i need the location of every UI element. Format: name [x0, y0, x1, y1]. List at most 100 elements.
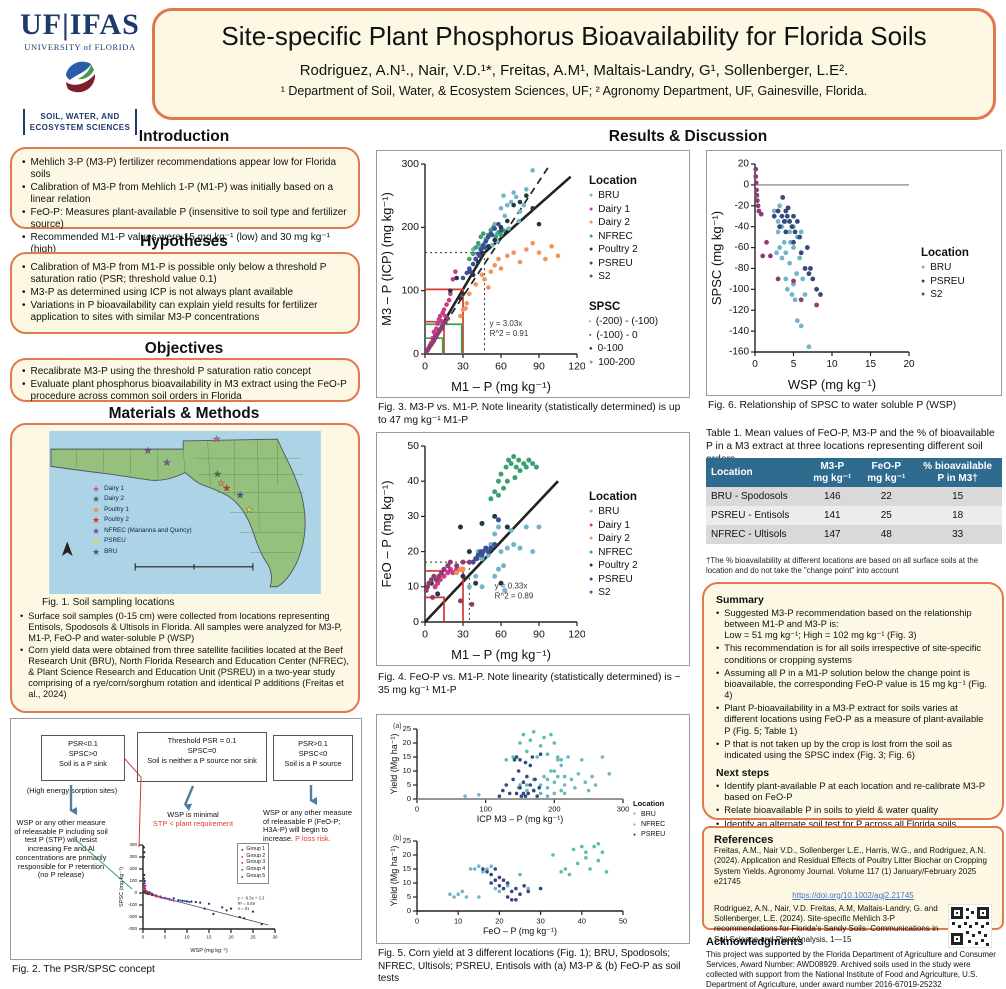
bullet-item: • Mehlich 3-P (M3-P) fertilizer recommend… [22, 157, 336, 180]
bullet-item: • Plant P-bioavailability in a M3-P extra… [716, 703, 984, 736]
svg-text:15: 15 [403, 752, 411, 761]
fig2-mid-text: WSP is minimal STP < plant requirement [147, 810, 239, 828]
fig3-panel: 0 30 60 90 120 0 100 200 300 y = 3.03x R^2 = 0.91 M… [376, 150, 690, 398]
legend-entry: ● (-200) - (-100) [589, 316, 659, 327]
svg-text:25: 25 [250, 935, 256, 940]
legend-title: Location [589, 491, 637, 503]
table-cell: 15 [913, 487, 1002, 506]
legend-entry: ● Dairy 1 [589, 519, 630, 531]
svg-text:0: 0 [743, 180, 749, 191]
table-cell: 147 [805, 525, 860, 544]
table-cell: 22 [859, 487, 914, 506]
svg-text:15: 15 [206, 935, 212, 940]
svg-text:20: 20 [407, 545, 419, 557]
objectives-panel: • Recalibrate M3-P using the threshold P … [10, 358, 360, 402]
legend-entry: ● (-100) - 0 [589, 329, 638, 341]
fig2-right-text-red: P loss risk. [295, 834, 331, 844]
bullet-item: • Identify an alternate soil test for P a… [716, 818, 957, 829]
table-header-cell: Location [706, 458, 806, 487]
results-heading: Results & Discussion [608, 128, 768, 145]
fig3-chart: 0 30 60 90 120 0 100 200 300 y = 3.03x R^2 = 0.91 M… [379, 158, 585, 394]
legend-entry: ● Dairy 2 [589, 217, 630, 228]
legend-entry: ● PSREU [633, 831, 666, 839]
legend-entry: ● Poultry 2 [589, 560, 638, 571]
acknowledgments-text: This project was supported by the Florid… [706, 950, 996, 989]
summary-panel: Summary • Suggested M3-P recommendation b… [702, 582, 1004, 829]
svg-text:-300: -300 [128, 926, 138, 931]
affiliations-line: ¹ Department of Soil, Water, & Ecosystem… [280, 84, 868, 98]
bullet-item: • Calibration of M3-P from Mehlich 1-P (M… [22, 182, 334, 205]
svg-text:300: 300 [617, 805, 630, 814]
bullet-item: • Surface soil samples (0-15 cm) were col… [20, 611, 343, 644]
svg-text:30: 30 [536, 917, 544, 926]
svg-text:FeO – P (mg kg⁻¹): FeO – P (mg kg⁻¹) [483, 926, 557, 936]
svg-text:10: 10 [407, 581, 419, 593]
legend-entry: ★ Poultry 1 [92, 504, 129, 515]
svg-text:0: 0 [413, 616, 419, 628]
svg-text:5: 5 [164, 935, 167, 940]
svg-text:400: 400 [129, 842, 137, 847]
bullet-item: • Recalibrate M3-P using the threshold P … [22, 366, 311, 377]
doi-link[interactable]: https://doi.org/10.1002/agj2.21745 [792, 890, 914, 900]
objectives-heading: Objectives [144, 340, 224, 357]
svg-text:5: 5 [407, 780, 411, 789]
svg-text:WSP (mg kg⁻¹): WSP (mg kg⁻¹) [788, 377, 876, 392]
table-cell: PSREU - Entisols [706, 506, 806, 525]
svg-text:★: ★ [236, 490, 244, 500]
poster-title: Site-specific Plant Phosphorus Bioavaila… [221, 21, 927, 51]
svg-text:40: 40 [407, 475, 419, 487]
svg-text:50: 50 [619, 917, 627, 926]
table-cell: 18 [913, 506, 1002, 525]
bullet-item: • Suggested M3-P recommendation based on … [716, 608, 972, 641]
next-steps-heading: Next steps [716, 767, 770, 780]
table-cell: BRU - Spodosols [706, 487, 806, 506]
svg-text:★: ★ [214, 469, 222, 479]
methods-panel: ★ ★ ★ ★ ★ ★ ★ ★ ★ Dairy 1 ★ Dairy 2 ★ Poultry 1 ★ Poul… [10, 423, 360, 713]
table-header-cell: FeO-P mg kg⁻¹ [859, 458, 914, 487]
fig3-location-legend: Location ● BRU ● Dairy 1 ● Dairy 2 ● NFREC ● Poult… [589, 175, 638, 285]
fig5-caption: Fig. 5. Corn yield at 3 different locati… [378, 948, 681, 984]
fig2-caption: Fig. 2. The PSR/SPSC concept [12, 964, 155, 975]
svg-text:300: 300 [129, 854, 137, 859]
svg-text:y = -9.5x + 3.3R² = 0.69n = 81: y = -9.5x + 3.3 R² = 0.69 n = 81 [238, 896, 265, 912]
acknowledgments-heading: Acknowledgments [706, 936, 804, 948]
svg-text:90: 90 [533, 629, 545, 641]
methods-bullets: • Surface soil samples (0-15 cm) were col… [20, 611, 350, 700]
svg-text:90: 90 [533, 361, 545, 373]
svg-text:-80: -80 [735, 263, 750, 274]
uf-ifas-logo: UF|IFAS UNIVERSITY of FLORIDA SOIL, WATE… [12, 10, 148, 136]
legend-entry: ● Dairy 2 [589, 533, 630, 544]
svg-text:0: 0 [415, 805, 419, 814]
legend-entry: ● Group 4 [241, 866, 266, 873]
svg-text:M1 – P (mg kg⁻¹): M1 – P (mg kg⁻¹) [451, 379, 551, 394]
legend-entry: ● Group 3 [241, 859, 266, 866]
fig2-inset-legend: ● Group 1 ● Group 2 ● Group 3 ● Group 4 ● Group 5 [237, 843, 270, 884]
bullet-item: • P that is not taken up by the crop is l… [716, 738, 952, 760]
legend-title: SPSC [589, 301, 621, 313]
legend-entry: ● PSREU [589, 257, 633, 269]
svg-text:ICP M3 – P (mg kg⁻¹): ICP M3 – P (mg kg⁻¹) [477, 814, 563, 824]
reference-2-row: Rodriguez, A.N., Nair, V.D. Freitas, A.M… [714, 903, 992, 948]
table-cell: 146 [805, 487, 860, 506]
summary-bullets: • Suggested M3-P recommendation based on … [716, 608, 990, 761]
reference-1: Freitas, A.M., Nair V.D., Sollenberger L… [714, 846, 987, 887]
svg-text:15: 15 [865, 359, 877, 370]
svg-text:25: 25 [403, 724, 411, 733]
svg-text:10: 10 [403, 766, 411, 775]
table1-footnote: †The % bioavailability at different loca… [706, 556, 979, 575]
svg-text:60: 60 [495, 629, 507, 641]
table-cell: 25 [859, 506, 914, 525]
fig4-chart: 0 30 60 90 120 0 10 20 30 40 50 y = 0.33x R^2 = 0.89… [379, 440, 585, 662]
svg-text:-20: -20 [735, 200, 750, 211]
fig4-location-legend: Location ● BRU ● Dairy 1 ● Dairy 2 ● NFREC ● Poult… [589, 491, 638, 601]
svg-text:300: 300 [401, 158, 419, 170]
table-cell: NFREC - Ultisols [706, 525, 806, 544]
bullet-item: • Variations in P bioavailability can exp… [22, 300, 318, 323]
svg-text:Yield (Mg ha⁻¹): Yield (Mg ha⁻¹) [389, 734, 399, 795]
bullet-item: • Identify plant-available P at each loca… [716, 781, 985, 803]
bullet-item: • Corn yield data were obtained from thre… [20, 645, 349, 700]
svg-text:★: ★ [213, 434, 221, 444]
references-heading: References [714, 834, 774, 846]
